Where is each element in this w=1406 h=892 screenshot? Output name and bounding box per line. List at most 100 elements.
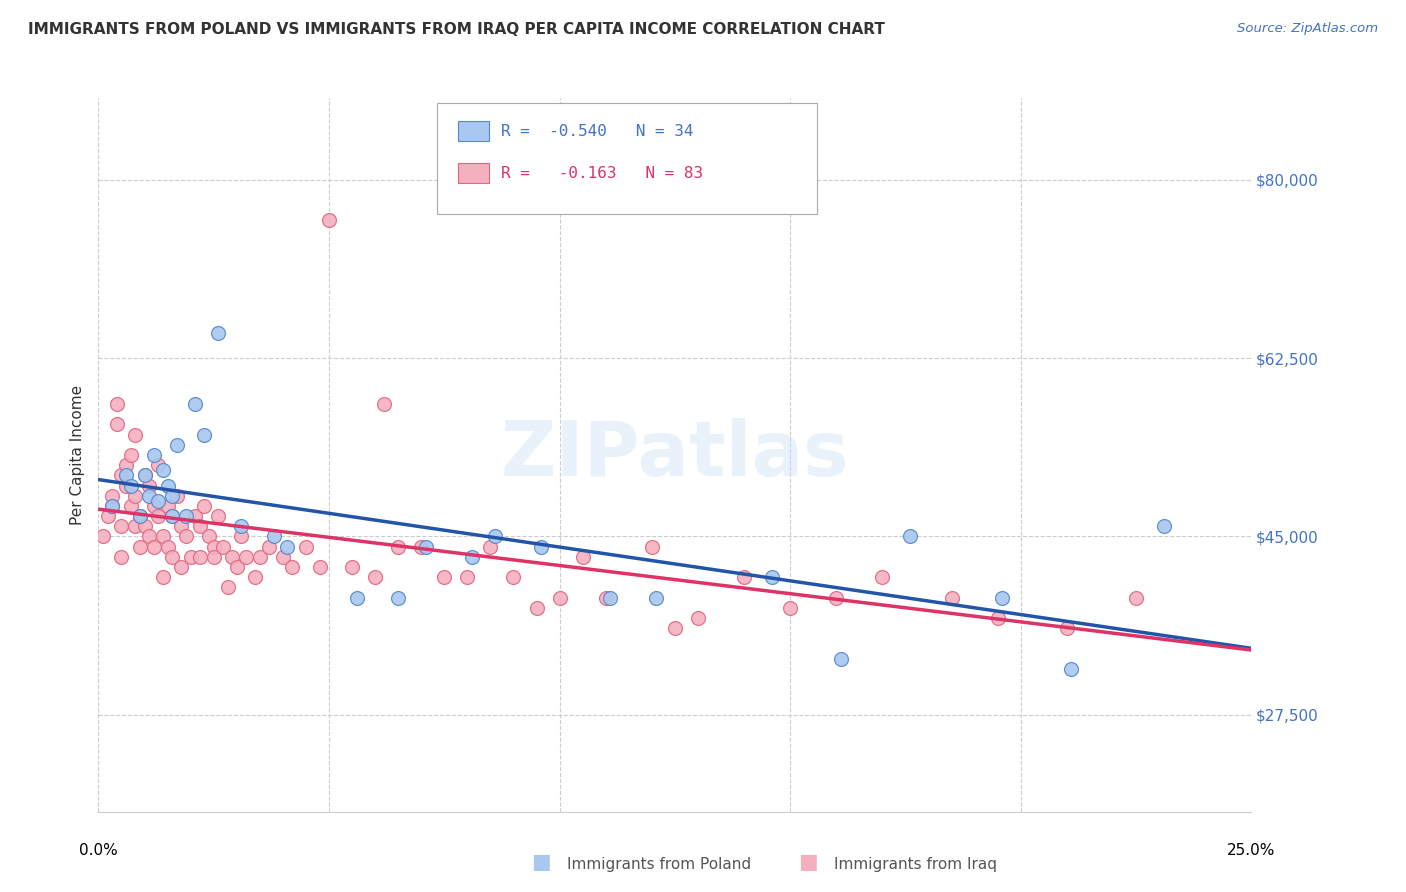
Point — [295, 540, 318, 554]
Point — [174, 509, 197, 524]
Point — [174, 529, 197, 543]
Point — [530, 540, 553, 554]
Point — [115, 468, 138, 483]
Text: ZIPatlas: ZIPatlas — [501, 418, 849, 491]
Text: ■: ■ — [799, 853, 818, 872]
Point — [502, 570, 524, 584]
Point — [101, 489, 124, 503]
Point — [257, 540, 280, 554]
Point — [110, 519, 132, 533]
Point — [184, 397, 207, 411]
Point — [166, 489, 188, 503]
Text: Immigrants from Iraq: Immigrants from Iraq — [834, 857, 997, 872]
Point — [433, 570, 456, 584]
Point — [281, 560, 304, 574]
Point — [101, 499, 124, 513]
Point — [170, 519, 193, 533]
Point — [152, 463, 174, 477]
Point — [148, 493, 170, 508]
Point — [124, 519, 146, 533]
Point — [733, 570, 755, 584]
Point — [599, 591, 621, 605]
Point — [160, 509, 183, 524]
Point — [134, 468, 156, 483]
Point — [170, 560, 193, 574]
Point — [484, 529, 506, 543]
Point — [207, 326, 229, 340]
Point — [124, 427, 146, 442]
Point — [193, 499, 215, 513]
Point — [188, 519, 211, 533]
Text: R =  -0.540   N = 34: R = -0.540 N = 34 — [501, 124, 693, 138]
Point — [152, 529, 174, 543]
Point — [138, 529, 160, 543]
Point — [148, 458, 170, 472]
Point — [110, 468, 132, 483]
Text: Source: ZipAtlas.com: Source: ZipAtlas.com — [1237, 22, 1378, 36]
Point — [142, 499, 165, 513]
Point — [138, 489, 160, 503]
Point — [156, 478, 179, 492]
Point — [779, 600, 801, 615]
Point — [124, 489, 146, 503]
Point — [156, 499, 179, 513]
Point — [830, 652, 852, 666]
Text: IMMIGRANTS FROM POLAND VS IMMIGRANTS FROM IRAQ PER CAPITA INCOME CORRELATION CHA: IMMIGRANTS FROM POLAND VS IMMIGRANTS FRO… — [28, 22, 884, 37]
Point — [152, 570, 174, 584]
Text: 25.0%: 25.0% — [1227, 843, 1275, 858]
Point — [872, 570, 894, 584]
Text: ■: ■ — [531, 853, 551, 872]
Point — [1125, 591, 1147, 605]
Point — [941, 591, 963, 605]
Point — [156, 540, 179, 554]
Point — [991, 591, 1014, 605]
Point — [235, 549, 257, 564]
Point — [212, 540, 235, 554]
Point — [110, 549, 132, 564]
Point — [898, 529, 921, 543]
Point — [115, 478, 138, 492]
Point — [415, 540, 437, 554]
Point — [207, 509, 229, 524]
Point — [120, 499, 142, 513]
Point — [138, 478, 160, 492]
Point — [645, 591, 668, 605]
Point — [245, 570, 267, 584]
Point — [105, 417, 128, 432]
Point — [184, 509, 207, 524]
Point — [308, 560, 330, 574]
Point — [188, 549, 211, 564]
Point — [686, 611, 709, 625]
Text: 0.0%: 0.0% — [79, 843, 118, 858]
Point — [134, 519, 156, 533]
Point — [411, 540, 433, 554]
Point — [160, 489, 183, 503]
Point — [105, 397, 128, 411]
Point — [318, 213, 340, 227]
Point — [263, 529, 285, 543]
Point — [202, 540, 225, 554]
Y-axis label: Per Capita Income: Per Capita Income — [70, 384, 86, 525]
Point — [479, 540, 502, 554]
Point — [456, 570, 478, 584]
Point — [761, 570, 783, 584]
Point — [115, 458, 138, 472]
Point — [1060, 662, 1083, 676]
Point — [373, 397, 395, 411]
Point — [1056, 621, 1078, 635]
Point — [271, 549, 294, 564]
Point — [160, 549, 183, 564]
Point — [221, 549, 243, 564]
Text: Immigrants from Poland: Immigrants from Poland — [567, 857, 751, 872]
Point — [160, 509, 183, 524]
Point — [193, 427, 215, 442]
Point — [461, 549, 484, 564]
Point — [120, 448, 142, 462]
Point — [142, 448, 165, 462]
Point — [231, 529, 253, 543]
Point — [97, 509, 120, 524]
Point — [142, 540, 165, 554]
Point — [1153, 519, 1175, 533]
Point — [120, 478, 142, 492]
Point — [134, 468, 156, 483]
